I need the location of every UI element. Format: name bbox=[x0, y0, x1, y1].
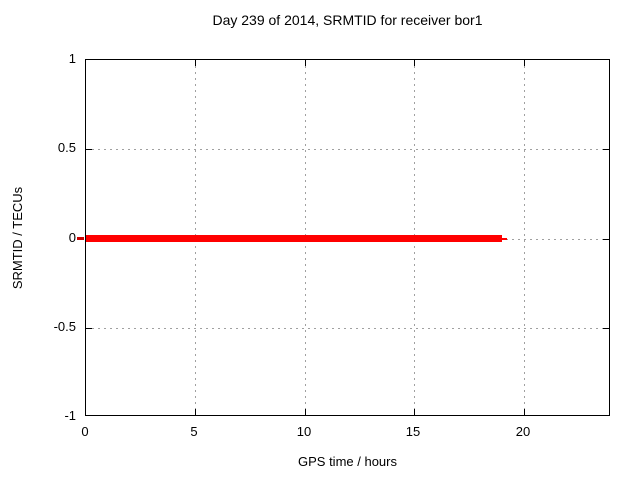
y-tick-label: 0 bbox=[68, 230, 76, 245]
x-tick-bottom bbox=[195, 409, 196, 415]
x-tick-bottom bbox=[524, 409, 525, 415]
data-line-start-cap bbox=[77, 237, 84, 240]
x-tick-top bbox=[195, 60, 196, 66]
y-tick-right bbox=[603, 149, 609, 150]
y-tick-right bbox=[603, 328, 609, 329]
y-tick-label: -1 bbox=[64, 408, 76, 423]
data-line-end-cap bbox=[502, 238, 507, 240]
x-tick-top bbox=[305, 60, 306, 66]
plot-title: Day 239 of 2014, SRMTID for receiver bor… bbox=[212, 12, 483, 28]
x-tick-label: 20 bbox=[515, 424, 531, 439]
y-tick-left bbox=[86, 328, 92, 329]
plot-area bbox=[85, 59, 610, 416]
x-axis-label: GPS time / hours bbox=[298, 454, 397, 469]
x-tick-label: 10 bbox=[296, 424, 312, 439]
x-tick-bottom bbox=[305, 409, 306, 415]
y-tick-label: -0.5 bbox=[53, 319, 76, 334]
x-tick-label: 0 bbox=[81, 424, 89, 439]
y-tick-label: 0.5 bbox=[57, 140, 76, 155]
x-tick-label: 5 bbox=[190, 424, 198, 439]
y-gridline bbox=[86, 149, 609, 150]
data-line bbox=[86, 235, 502, 242]
x-tick-label: 15 bbox=[405, 424, 421, 439]
y-tick-left bbox=[86, 149, 92, 150]
y-tick-label: 1 bbox=[68, 51, 76, 66]
x-tick-bottom bbox=[414, 409, 415, 415]
y-gridline bbox=[86, 328, 609, 329]
x-tick-top bbox=[524, 60, 525, 66]
x-gridline bbox=[524, 60, 525, 415]
x-tick-top bbox=[414, 60, 415, 66]
y-tick-right bbox=[603, 239, 609, 240]
